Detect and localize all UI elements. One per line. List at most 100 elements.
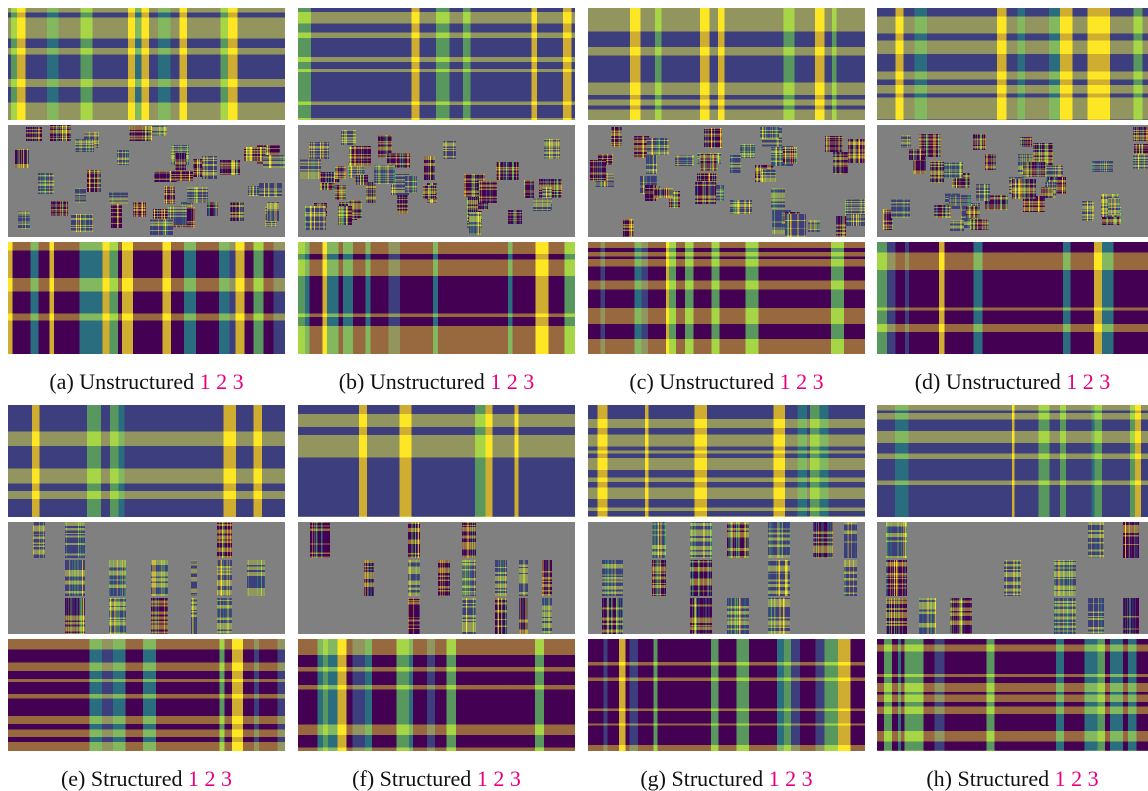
link[interactable]: 3 [1099, 369, 1110, 394]
caption: (f) Structured 1 2 3 [298, 764, 575, 791]
mask-block [966, 206, 980, 218]
mask-block [109, 560, 126, 596]
mask-block [1023, 162, 1046, 177]
mask-block [220, 160, 240, 175]
mask-block [111, 204, 121, 227]
link[interactable]: 1 [1055, 766, 1066, 791]
mask-block [623, 219, 634, 237]
mask-block [171, 171, 193, 181]
mask-block [1004, 560, 1022, 596]
mask-block [187, 187, 209, 204]
mask-block [191, 598, 197, 634]
mask-block [602, 560, 623, 596]
link[interactable]: 1 [188, 766, 199, 791]
mask-block [808, 220, 820, 232]
mask-block [950, 220, 963, 231]
link[interactable]: 3 [1088, 766, 1099, 791]
link[interactable]: 1 [769, 766, 780, 791]
mask-block [65, 598, 85, 634]
link[interactable]: 2 [796, 369, 807, 394]
link[interactable]: 1 [477, 766, 488, 791]
link[interactable]: 2 [507, 369, 518, 394]
mask-block [976, 184, 990, 202]
link[interactable]: 3 [221, 766, 232, 791]
caption-text: Structured [380, 766, 472, 791]
mask-block [761, 169, 775, 182]
mask-block [768, 560, 791, 596]
masked-spectrogram [298, 522, 575, 634]
mask-block [973, 134, 985, 150]
link[interactable]: 2 [1071, 766, 1082, 791]
mask-block [508, 210, 522, 224]
mask-block [909, 149, 925, 160]
mask-block [109, 192, 128, 205]
mask-block [700, 154, 718, 171]
mask-block [26, 127, 42, 140]
mask-block [349, 146, 371, 167]
mask-block [335, 166, 346, 179]
mask-block [151, 560, 168, 596]
mask-block [423, 185, 436, 199]
link[interactable]: 3 [802, 766, 813, 791]
masked-spectrogram [877, 125, 1148, 237]
mask-block [533, 198, 551, 210]
link[interactable]: 2 [1083, 369, 1094, 394]
mask-block [771, 188, 786, 209]
spectrogram [298, 242, 575, 354]
link[interactable]: 2 [493, 766, 504, 791]
mask-block [740, 144, 755, 158]
mask-block [341, 130, 355, 145]
link[interactable]: 1 [780, 369, 791, 394]
link[interactable]: 2 [205, 766, 216, 791]
mask-block [1123, 598, 1139, 634]
mask-block [424, 156, 435, 180]
mask-block [338, 206, 352, 225]
mask-block [654, 188, 673, 198]
spectrogram [877, 639, 1148, 751]
mask-block [1082, 201, 1094, 222]
masked-spectrogram [8, 522, 285, 634]
link[interactable]: 3 [510, 766, 521, 791]
mask-block [217, 522, 232, 558]
spectrogram [588, 242, 865, 354]
link[interactable]: 1 [200, 369, 211, 394]
mask-block [886, 522, 907, 558]
mask-block [217, 598, 232, 634]
mask-block [1088, 598, 1105, 634]
figure: (a) Unstructured 1 2 3(b) Unstructured 1… [0, 0, 1148, 791]
mask-block [405, 176, 417, 193]
mask-block [919, 598, 936, 634]
mask-block [813, 522, 833, 558]
mask-block [1012, 179, 1035, 199]
caption: (c) Unstructured 1 2 3 [588, 367, 865, 397]
mask-block [1054, 560, 1076, 596]
mask-block [891, 199, 911, 218]
mask-block [836, 216, 846, 237]
mask-block [495, 560, 507, 596]
mask-block [109, 598, 126, 634]
mask-block [1108, 198, 1119, 216]
link[interactable]: 3 [233, 369, 244, 394]
link[interactable]: 1 [1066, 369, 1077, 394]
mask-block [524, 180, 534, 198]
link[interactable]: 1 [490, 369, 501, 394]
mask-block [1054, 598, 1076, 634]
caption-text: Unstructured [370, 369, 485, 394]
mask-block [133, 202, 146, 218]
link[interactable]: 3 [523, 369, 534, 394]
mask-block [150, 219, 172, 235]
mask-block [646, 155, 657, 173]
mask-block [164, 186, 174, 204]
mask-block [519, 598, 528, 634]
mask-block [364, 560, 374, 596]
link[interactable]: 2 [785, 766, 796, 791]
masked-spectrogram [8, 125, 285, 237]
mask-block [207, 202, 218, 215]
caption: (e) Structured 1 2 3 [8, 764, 285, 791]
mask-block [300, 159, 321, 179]
mask-block [374, 165, 396, 184]
mask-block [18, 211, 30, 228]
link[interactable]: 3 [813, 369, 824, 394]
mask-block [495, 598, 507, 634]
link[interactable]: 2 [216, 369, 227, 394]
